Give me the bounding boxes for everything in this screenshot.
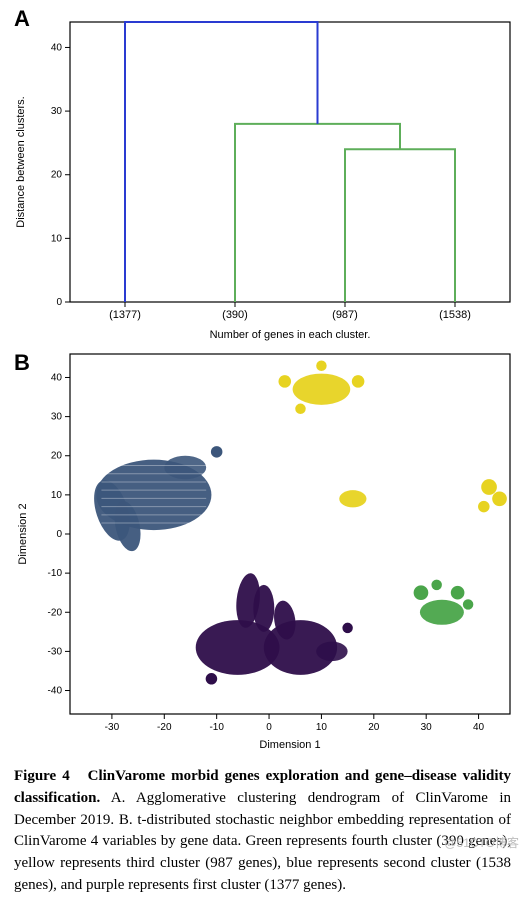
svg-text:30: 30 — [421, 722, 433, 733]
svg-text:10: 10 — [316, 722, 328, 733]
panel-a-label: A — [14, 6, 30, 32]
watermark-text: @51CTO博客 — [444, 835, 519, 852]
figure-number: Figure 4 — [14, 768, 70, 784]
svg-text:(390): (390) — [222, 309, 248, 321]
cluster-yellow — [278, 361, 506, 513]
svg-text:Dimension 1: Dimension 1 — [259, 739, 320, 751]
svg-text:(1538): (1538) — [439, 309, 471, 321]
svg-text:40: 40 — [473, 722, 485, 733]
svg-text:-10: -10 — [209, 722, 224, 733]
svg-text:20: 20 — [51, 451, 63, 462]
svg-text:10: 10 — [51, 490, 63, 501]
svg-text:40: 40 — [51, 42, 63, 53]
svg-text:20: 20 — [368, 722, 380, 733]
svg-text:10: 10 — [51, 233, 63, 244]
svg-text:0: 0 — [266, 722, 272, 733]
svg-text:-20: -20 — [48, 607, 63, 618]
panel-b: B -30 -20 -10 0 10 20 30 40 -40 -30 -20 -10 0 10 20 30 4… — [8, 348, 517, 760]
panel-b-label: B — [14, 350, 30, 376]
svg-text:0: 0 — [56, 529, 62, 540]
svg-text:30: 30 — [51, 106, 63, 117]
cluster-green — [414, 580, 474, 625]
dendrogram-plot: 0 10 20 30 40 Distance between clusters. (1377… — [8, 4, 524, 348]
svg-text:20: 20 — [51, 170, 63, 181]
svg-text:40: 40 — [51, 372, 63, 383]
svg-text:Number of genes in each cluste: Number of genes in each cluster. — [210, 329, 371, 341]
svg-text:(987): (987) — [332, 309, 358, 321]
svg-text:(1377): (1377) — [109, 309, 141, 321]
cluster-purple — [196, 572, 353, 684]
svg-text:-20: -20 — [157, 722, 172, 733]
cluster-blue — [87, 446, 222, 553]
figure-wrapper: A 0 10 20 30 40 Distance between clusters. (13… — [0, 0, 525, 923]
figure-caption: Figure 4 ClinVarome morbid genes explora… — [8, 760, 517, 915]
svg-text:30: 30 — [51, 412, 63, 423]
panel-a: A 0 10 20 30 40 Distance between clusters. (13… — [8, 4, 517, 348]
svg-text:0: 0 — [56, 297, 62, 308]
svg-text:-40: -40 — [48, 686, 63, 697]
svg-text:-30: -30 — [105, 722, 120, 733]
svg-text:-30: -30 — [48, 646, 63, 657]
svg-text:Dimension 2: Dimension 2 — [17, 503, 29, 564]
svg-text:-10: -10 — [48, 568, 63, 579]
tsne-scatter-plot: -30 -20 -10 0 10 20 30 40 -40 -30 -20 -10 0 10 20 30 40 D… — [8, 348, 524, 760]
svg-text:Distance between clusters.: Distance between clusters. — [15, 96, 27, 227]
